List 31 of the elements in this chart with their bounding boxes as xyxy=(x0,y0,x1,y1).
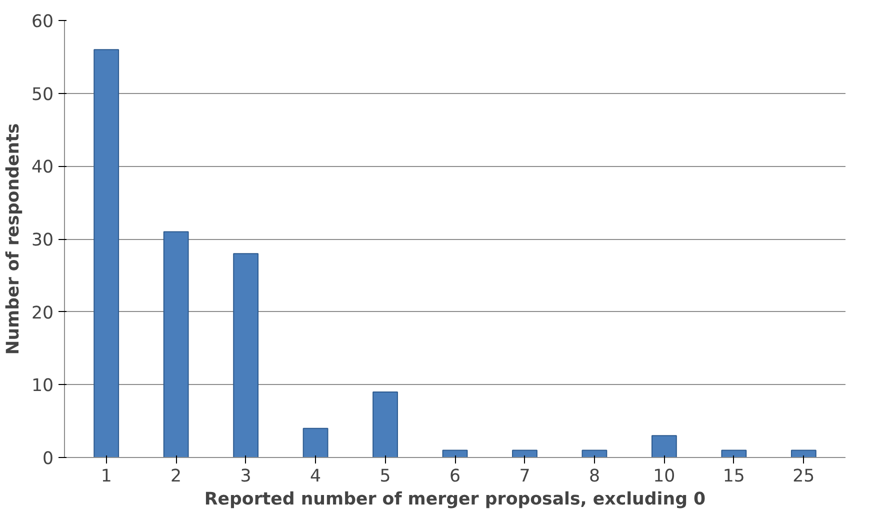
y-tick-label: 60 xyxy=(31,12,54,32)
x-tick-label: 4 xyxy=(310,466,322,486)
x-tick-label: 1 xyxy=(100,466,112,486)
bar xyxy=(94,49,120,458)
bar xyxy=(512,450,538,458)
x-axis-title: Reported number of merger proposals, excluding 0 xyxy=(204,490,706,510)
x-tick-label: 15 xyxy=(722,466,745,486)
y-tick-label: 50 xyxy=(31,84,54,105)
bar xyxy=(582,450,608,458)
y-tick-label: 30 xyxy=(31,230,54,250)
y-axis-title: Number of respondents xyxy=(3,123,24,355)
y-tick-label: 0 xyxy=(42,449,54,469)
bar xyxy=(302,428,328,458)
x-tick-label: 8 xyxy=(588,466,600,486)
bar xyxy=(651,435,677,458)
x-tick-label: 3 xyxy=(240,466,252,486)
bar xyxy=(442,450,468,458)
x-tick-label: 25 xyxy=(792,466,815,486)
bar xyxy=(163,231,189,458)
x-tick-label: 10 xyxy=(653,466,676,486)
x-tick-label: 7 xyxy=(519,466,530,486)
bar xyxy=(233,253,259,458)
y-tick-label: 40 xyxy=(31,158,54,178)
x-tick-label: 2 xyxy=(170,466,182,486)
bar xyxy=(790,450,816,458)
x-tick-label: 6 xyxy=(449,466,461,486)
x-tick-label: 5 xyxy=(380,466,391,486)
bar xyxy=(721,450,747,458)
y-tick-label: 20 xyxy=(31,303,54,324)
bar xyxy=(372,391,398,458)
y-tick-label: 10 xyxy=(31,376,54,396)
